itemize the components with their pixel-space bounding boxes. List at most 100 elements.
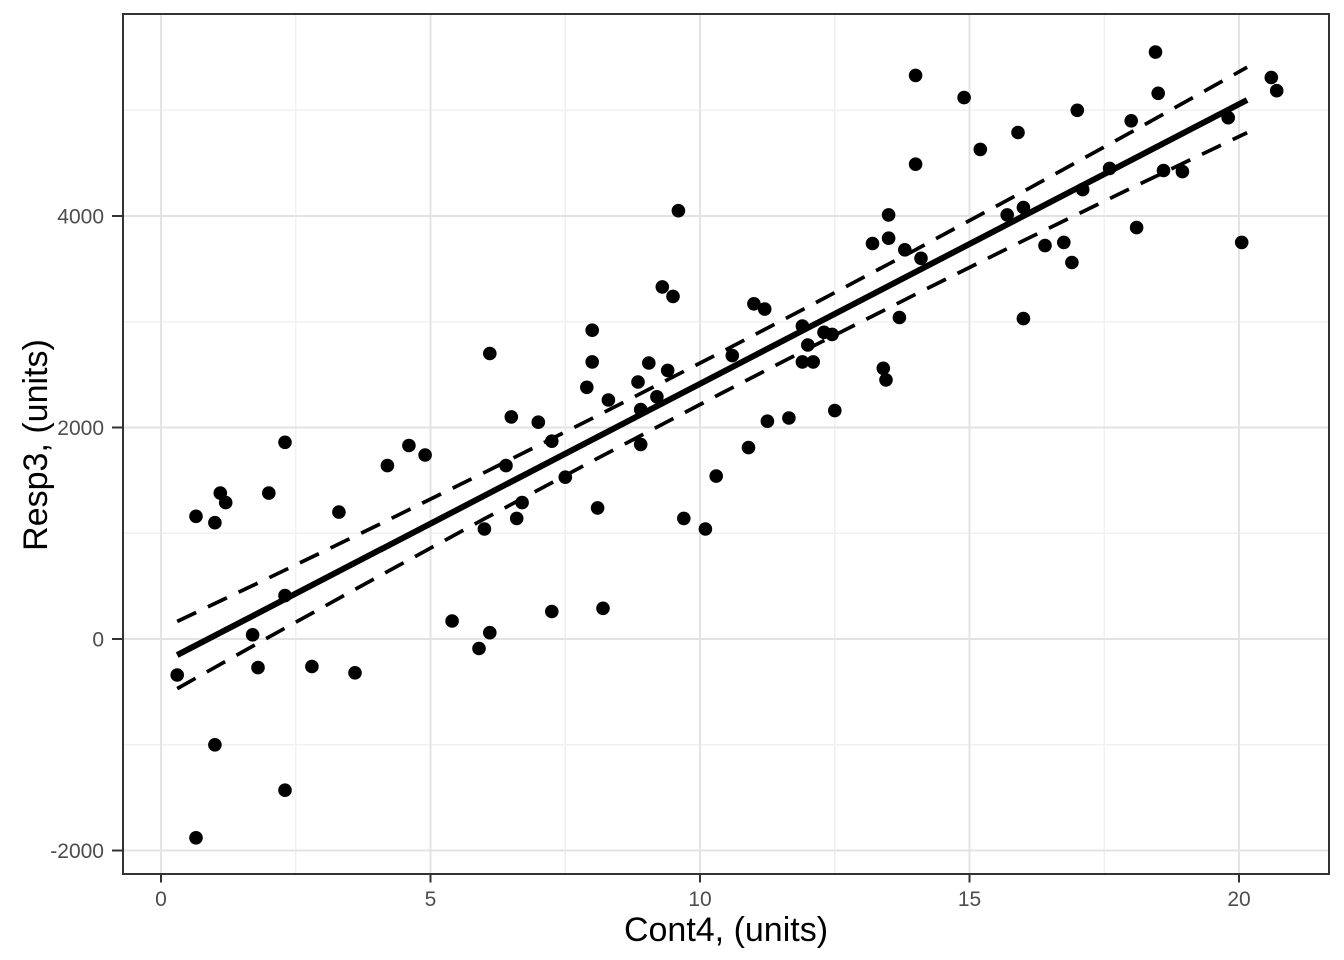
data-point xyxy=(596,601,610,616)
data-point xyxy=(531,415,546,430)
data-point xyxy=(898,243,912,257)
data-point xyxy=(892,310,907,325)
data-point xyxy=(881,208,896,222)
x-tick-label: 5 xyxy=(425,888,437,911)
data-point xyxy=(332,505,346,519)
regression-line xyxy=(175,97,1249,658)
data-point xyxy=(483,625,497,640)
data-point xyxy=(1070,103,1085,118)
ci-upper-line xyxy=(176,65,1249,624)
data-point xyxy=(957,90,971,105)
data-point xyxy=(1175,164,1190,179)
data-point xyxy=(545,604,559,619)
data-point xyxy=(515,495,529,510)
data-point xyxy=(245,628,260,642)
ci-lower-line xyxy=(176,131,1248,691)
data-point xyxy=(757,302,772,316)
data-point xyxy=(1065,255,1079,270)
data-point xyxy=(189,509,203,524)
data-point xyxy=(1129,220,1144,235)
x-tick-label: 20 xyxy=(1227,888,1250,911)
data-point xyxy=(666,289,680,304)
data-point xyxy=(483,346,497,361)
data-point xyxy=(499,458,513,473)
data-point xyxy=(348,666,362,680)
data-point xyxy=(278,588,292,603)
data-point xyxy=(660,363,675,378)
data-point xyxy=(189,831,203,845)
y-axis-title: Resp3, (units) xyxy=(17,339,55,551)
data-point xyxy=(1264,70,1279,85)
data-point xyxy=(1234,235,1249,250)
data-point xyxy=(698,522,713,536)
data-point xyxy=(1124,114,1138,128)
y-tick-label: -2000 xyxy=(50,840,104,863)
data-point xyxy=(631,375,645,389)
data-point xyxy=(504,410,519,424)
data-point xyxy=(1016,200,1031,215)
data-point xyxy=(1156,163,1171,178)
data-point xyxy=(741,440,756,455)
data-point xyxy=(1148,45,1163,59)
data-point xyxy=(445,614,459,628)
data-point xyxy=(208,738,222,752)
data-point xyxy=(633,402,648,417)
data-point xyxy=(1151,86,1165,101)
y-tick-label: 2000 xyxy=(57,417,104,440)
data-point xyxy=(1011,125,1025,140)
data-point xyxy=(973,142,988,157)
data-point xyxy=(472,641,486,656)
data-point xyxy=(642,356,656,370)
x-tick-label: 15 xyxy=(958,888,981,911)
data-point xyxy=(585,323,599,338)
data-point xyxy=(633,437,648,452)
data-point xyxy=(908,157,923,171)
data-point xyxy=(262,486,276,500)
data-point xyxy=(1269,83,1284,98)
data-point xyxy=(380,458,395,473)
data-point xyxy=(709,469,723,483)
data-point xyxy=(208,515,222,530)
data-point xyxy=(677,511,691,526)
data-point xyxy=(251,660,265,675)
data-point xyxy=(650,390,664,404)
data-point xyxy=(1075,182,1090,197)
data-point xyxy=(558,470,573,485)
data-point xyxy=(590,501,605,515)
data-point xyxy=(402,438,416,453)
data-point xyxy=(170,668,184,682)
data-point xyxy=(782,411,796,425)
data-point xyxy=(655,280,670,294)
data-point xyxy=(305,659,319,674)
data-point xyxy=(747,297,761,311)
data-point xyxy=(601,393,616,407)
panel-border xyxy=(122,13,1330,875)
data-point xyxy=(795,355,810,369)
data-point xyxy=(218,495,233,510)
data-point xyxy=(1016,311,1031,326)
data-point xyxy=(477,522,492,536)
data-point xyxy=(908,68,923,83)
data-point xyxy=(580,380,594,395)
data-point xyxy=(725,348,740,363)
data-point xyxy=(545,434,559,449)
data-point xyxy=(825,327,839,342)
data-point xyxy=(418,448,432,462)
data-point xyxy=(879,373,893,387)
data-point xyxy=(1057,235,1071,250)
data-point xyxy=(585,355,599,369)
data-point xyxy=(278,435,292,450)
data-point xyxy=(671,203,686,218)
data-point xyxy=(795,319,810,333)
x-tick-label: 10 xyxy=(688,888,711,911)
data-point xyxy=(1102,161,1117,176)
data-point xyxy=(1221,110,1235,125)
panel-background xyxy=(123,14,1329,874)
data-point xyxy=(865,236,880,251)
data-point xyxy=(1038,238,1052,253)
data-point xyxy=(876,361,891,376)
data-point xyxy=(760,414,775,429)
data-point xyxy=(801,338,815,352)
